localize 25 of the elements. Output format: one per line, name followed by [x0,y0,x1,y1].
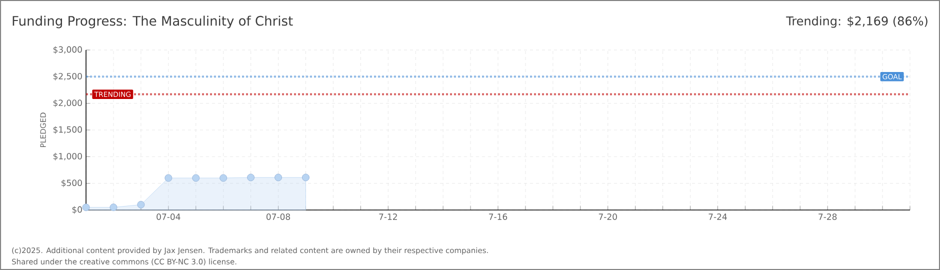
y-tick-label: $2,000 [53,99,82,108]
y-tick-label: $500 [62,179,82,188]
x-tick-label: 7-16 [489,214,508,220]
point [82,204,90,212]
y-tick-label: $1,000 [53,152,82,161]
point [247,174,255,182]
point [274,174,282,182]
point [110,204,118,212]
x-tick-label: 07-04 [156,214,180,220]
x-tick-label: 7-20 [598,214,617,220]
point [137,200,145,208]
x-tick-label: 7-28 [818,214,837,220]
x-tick-label: 7-12 [379,214,397,220]
y-tick-label: $2,500 [53,72,82,81]
y-tick-label: $0 [72,206,82,214]
x-tick-label: 7-24 [708,214,727,220]
y-tick-label: $1,500 [53,126,82,134]
y-tick-label: $3,000 [53,46,82,54]
chart-subtitle: Trending: $2,169 (86%) [786,16,928,28]
chart-title: Funding Progress: The Masculinity of Christ [12,16,293,28]
x-tick-label: 07-08 [266,214,290,220]
point [192,174,200,182]
point [220,174,228,182]
point [302,174,310,182]
point [164,174,172,182]
